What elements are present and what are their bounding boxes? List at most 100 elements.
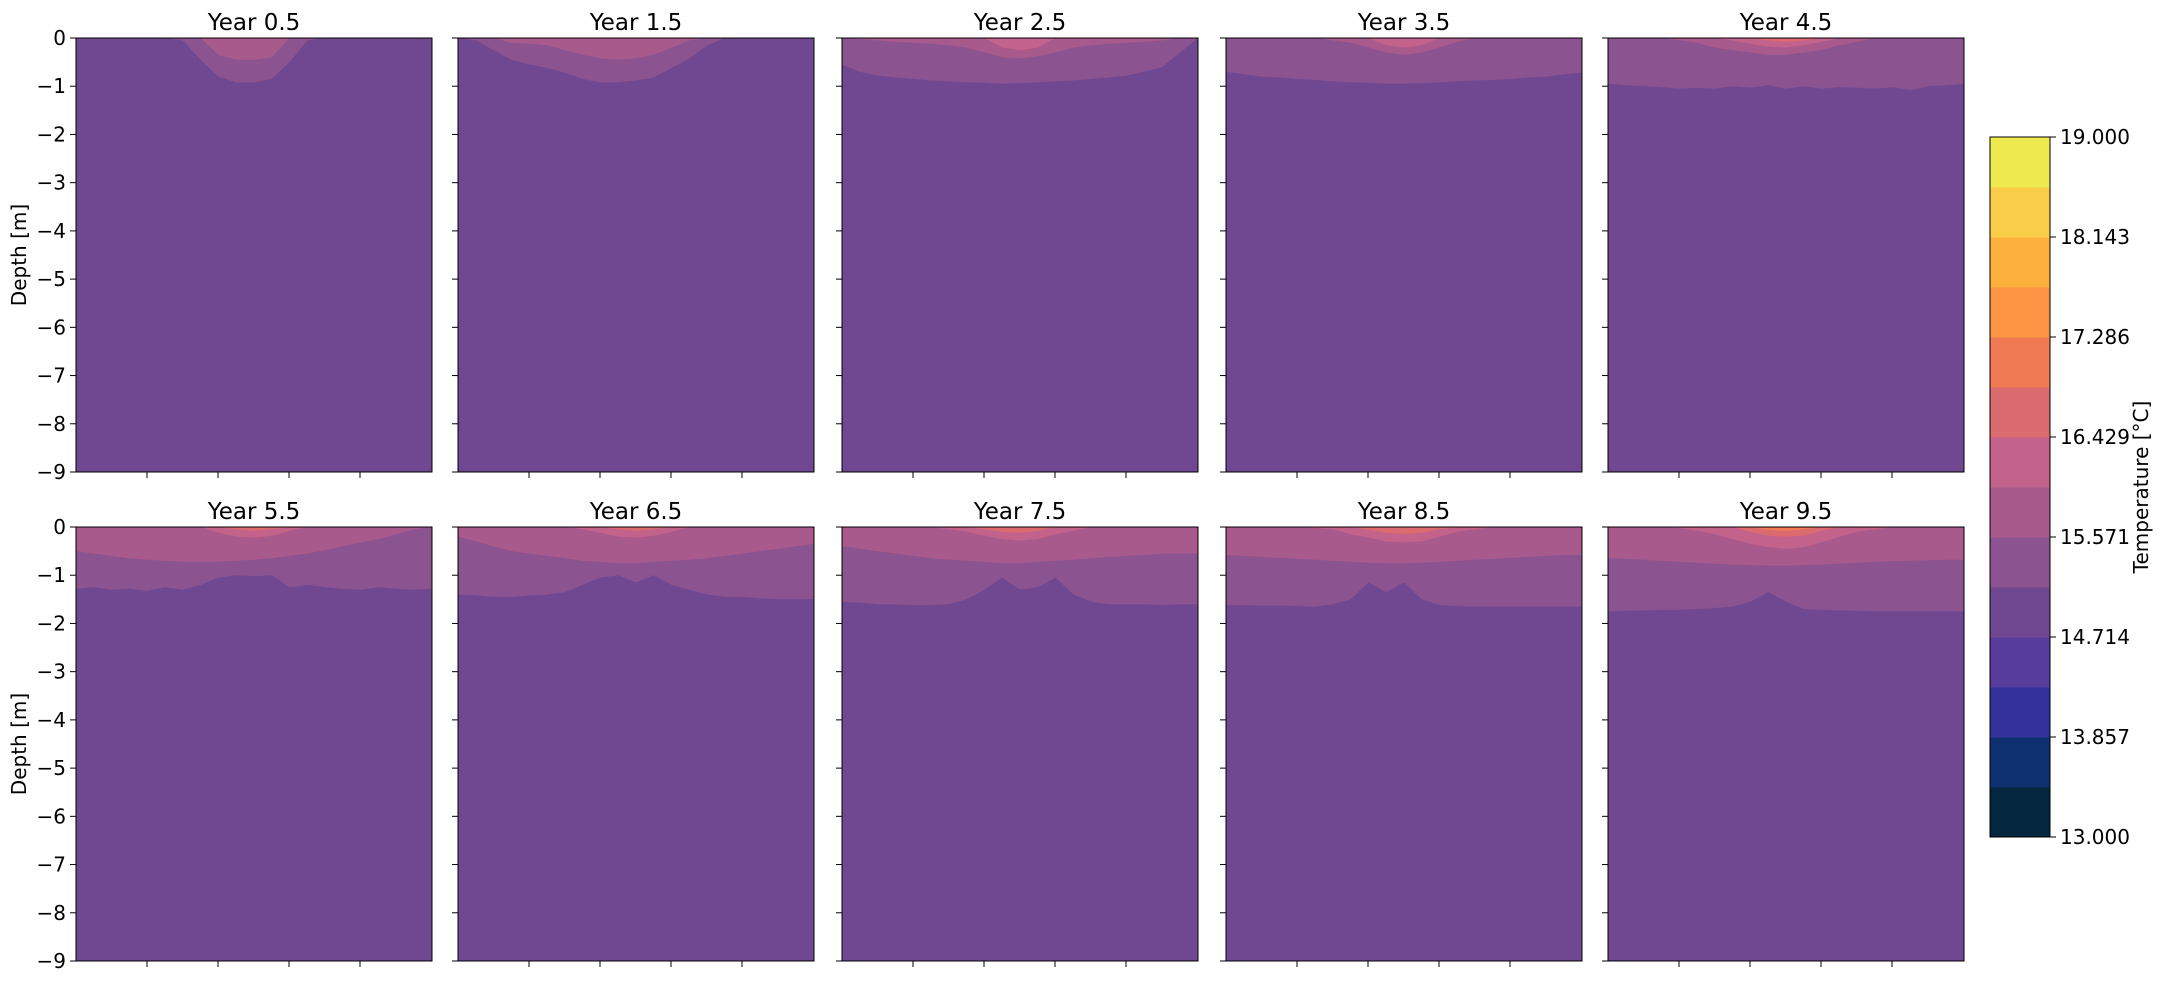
colorbar-level xyxy=(1990,537,2050,588)
contour-level-band xyxy=(76,38,432,83)
contour-area xyxy=(1608,527,1964,961)
contour-level-band xyxy=(458,527,814,531)
y-axis-label: Depth [m] xyxy=(7,204,31,306)
contour-level-band xyxy=(1226,527,1582,564)
contour-level-band xyxy=(1608,38,1964,42)
y-tick-label: −6 xyxy=(37,804,66,828)
y-tick-label: −9 xyxy=(37,949,66,973)
colorbar-level xyxy=(1990,487,2050,538)
y-tick-label: −8 xyxy=(37,412,66,436)
panel-frame xyxy=(457,526,815,962)
colorbar-tick-label: 13.000 xyxy=(2060,825,2130,849)
colorbar-tick-label: 18.143 xyxy=(2060,225,2130,249)
colorbar-level xyxy=(1990,737,2050,788)
contour-level-band xyxy=(1226,527,1582,543)
contour-area xyxy=(76,38,432,472)
colorbar-levels xyxy=(1990,137,2050,838)
colorbar-level xyxy=(1990,337,2050,388)
panel-title: Year 0.5 xyxy=(207,10,301,36)
y-tick-label: −9 xyxy=(37,460,66,484)
panel-frame xyxy=(841,526,1199,962)
colorbar-tick-label: 15.571 xyxy=(2060,525,2130,549)
colorbar-level xyxy=(1990,687,2050,738)
panel-title: Year 9.5 xyxy=(1739,499,1833,525)
y-tick-label: −5 xyxy=(37,756,66,780)
contour-level-band xyxy=(842,38,1198,84)
panel-title: Year 2.5 xyxy=(973,10,1067,36)
panel: Year 7.5 xyxy=(836,499,1199,967)
contour-area xyxy=(1608,38,1964,472)
y-tick-label: −3 xyxy=(37,171,66,195)
panel: Year 6.5 xyxy=(452,499,815,967)
colorbar-level xyxy=(1990,437,2050,488)
contour-level-band xyxy=(458,527,814,564)
contour-level-band xyxy=(1608,38,1964,91)
colorbar-level xyxy=(1990,587,2050,638)
y-tick-label: −1 xyxy=(37,74,66,98)
panel-frame xyxy=(75,37,433,473)
contour-level-band xyxy=(842,527,1198,541)
panel-frame xyxy=(1607,526,1965,962)
colorbar-tick-label: 13.857 xyxy=(2060,725,2130,749)
contour-level-band xyxy=(842,527,1198,533)
colorbar-ticks: 13.000 13.857 14.714 15.571 16.429 17.286 18.1… xyxy=(2050,125,2130,849)
colorbar-level xyxy=(1990,387,2050,438)
contour-area xyxy=(1226,527,1582,961)
y-tick-label: −7 xyxy=(37,853,66,877)
panel-title: Year 8.5 xyxy=(1357,499,1451,525)
colorbar-level xyxy=(1990,787,2050,838)
contour-level-band xyxy=(458,38,814,60)
colorbar-level xyxy=(1990,287,2050,338)
y-tick-label: −7 xyxy=(37,364,66,388)
panel: Year 4.5 xyxy=(1602,10,1965,478)
contour-level-band xyxy=(1608,527,1964,531)
contour-area xyxy=(76,527,432,961)
panel-title: Year 7.5 xyxy=(973,499,1067,525)
contour-base-level xyxy=(458,38,814,472)
contour-level-band xyxy=(1608,527,1964,537)
y-tick-label: −4 xyxy=(37,708,66,732)
contour-level-band xyxy=(1226,38,1582,84)
panel: Year 5.5 0 −1 −2 −3 −4 −5 −6 −7 −8 −9 Depth [m] xyxy=(7,499,433,973)
contour-level-band xyxy=(842,527,1198,564)
contour-level-band xyxy=(76,527,432,538)
y-tick-label: −6 xyxy=(37,315,66,339)
panel: Year 9.5 xyxy=(1602,499,1965,967)
contour-level-band xyxy=(842,38,1198,51)
panel: Year 0.5 0 −1 −2 −3 −4 −5 −6 −7 −8 −9 Depth [m] xyxy=(7,10,433,484)
y-tick-label: −3 xyxy=(37,660,66,684)
contour-level-band xyxy=(1608,527,1964,549)
contour-level-band xyxy=(458,38,814,83)
contour-base-level xyxy=(1608,38,1964,472)
contour-area xyxy=(842,38,1198,472)
colorbar-level xyxy=(1990,237,2050,288)
contour-level-band xyxy=(76,527,432,562)
y-tick-label: −4 xyxy=(37,219,66,243)
panel: Year 3.5 xyxy=(1220,10,1583,478)
panel-title: Year 3.5 xyxy=(1357,10,1451,36)
contour-base-level xyxy=(76,527,432,961)
panel-title: Year 1.5 xyxy=(589,10,683,36)
colorbar-level xyxy=(1990,637,2050,688)
panel: Year 8.5 xyxy=(1220,499,1583,967)
y-tick-label: −8 xyxy=(37,901,66,925)
colorbar-level xyxy=(1990,137,2050,188)
colorbar-tick-label: 17.286 xyxy=(2060,325,2130,349)
panel-frame xyxy=(1607,37,1965,473)
panel-frame xyxy=(1225,37,1583,473)
contour-base-level xyxy=(1226,38,1582,472)
panel-frame xyxy=(457,37,815,473)
panel-frame xyxy=(1225,526,1583,962)
contour-area xyxy=(458,527,814,961)
contour-level-band xyxy=(1226,527,1582,535)
contour-base-level xyxy=(842,38,1198,472)
colorbar: 13.000 13.857 14.714 15.571 16.429 17.286 18.1… xyxy=(1989,125,2153,849)
panel: Year 2.5 xyxy=(836,10,1199,478)
panel-frame xyxy=(841,37,1199,473)
colorbar-tick-label: 16.429 xyxy=(2060,425,2130,449)
contour-area xyxy=(1226,38,1582,472)
colorbar-tick-label: 19.000 xyxy=(2060,125,2130,149)
y-tick-label: −5 xyxy=(37,267,66,291)
